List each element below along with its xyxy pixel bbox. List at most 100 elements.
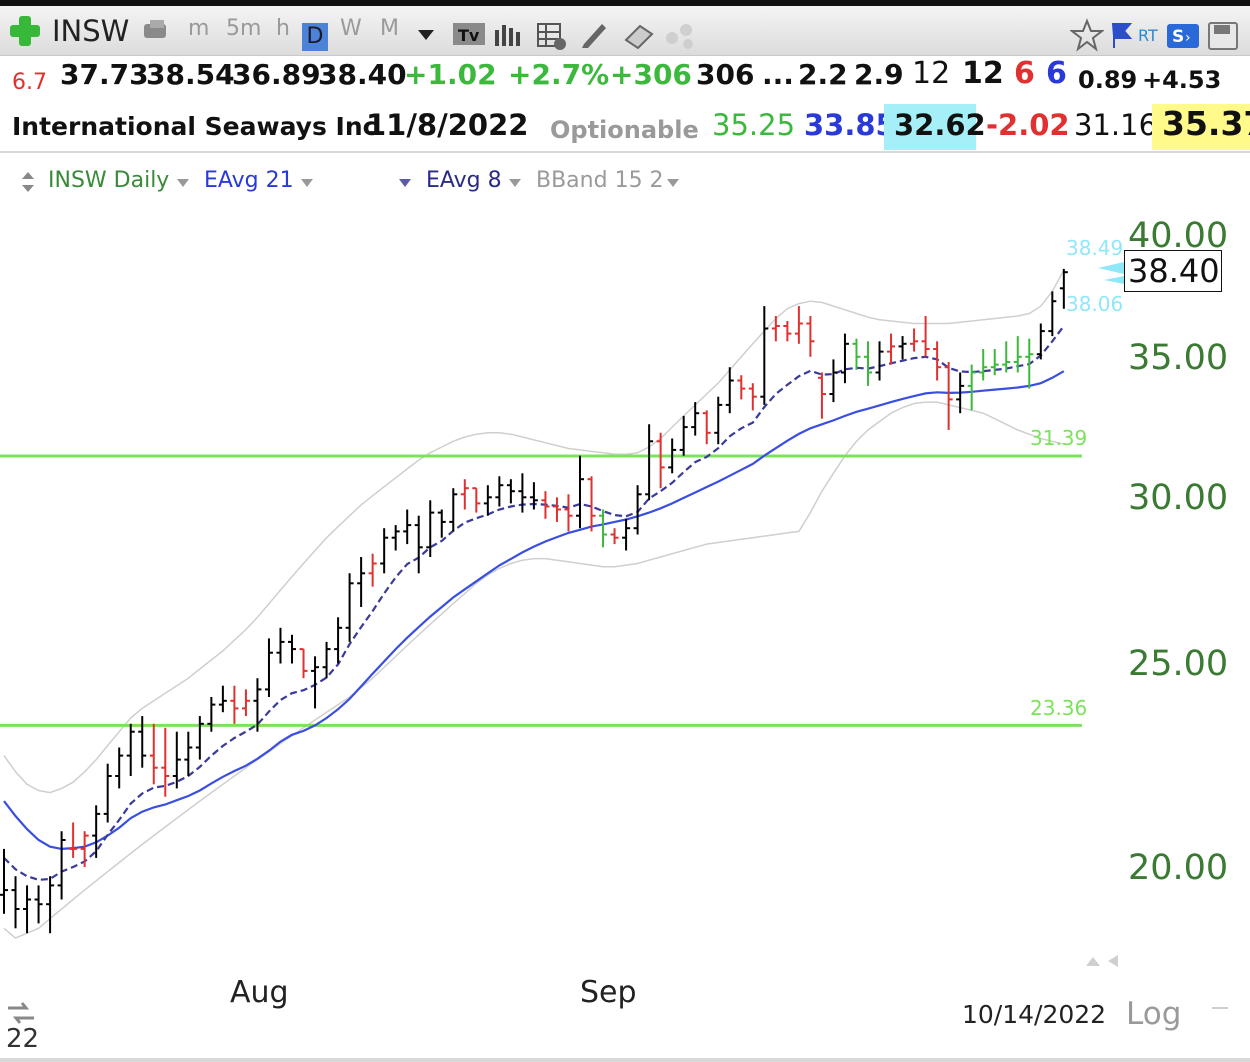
price-bar xyxy=(679,415,688,456)
quote-field-4: 12 xyxy=(962,56,1004,91)
legend-ema21[interactable]: EAvg 21 xyxy=(204,168,294,193)
timeframe-5m[interactable]: 5m xyxy=(226,16,262,41)
price-bar xyxy=(610,528,619,545)
timeframe-d[interactable]: D xyxy=(302,23,328,51)
price-bar xyxy=(460,479,469,510)
price-bar xyxy=(552,497,561,522)
link-icon[interactable] xyxy=(142,18,172,44)
price-bar xyxy=(967,364,976,411)
info-value-4: -2.02 xyxy=(986,108,1070,142)
price-bar xyxy=(57,831,66,900)
add-symbol-icon[interactable] xyxy=(8,14,42,48)
scan-icon[interactable]: S › xyxy=(1166,22,1200,50)
legend-main-dropdown-icon[interactable] xyxy=(176,178,190,188)
scroll-arrows-icon[interactable] xyxy=(1084,952,1124,972)
chevron-down-icon[interactable] xyxy=(416,28,436,42)
price-bar xyxy=(253,678,262,732)
price-bar xyxy=(311,656,320,709)
y-tick-35: 35.00 xyxy=(1128,338,1229,378)
price-bar xyxy=(322,641,331,679)
price-bar xyxy=(34,885,43,924)
timeframe-w[interactable]: W xyxy=(340,16,362,41)
change-pct-value: +2.7% xyxy=(508,58,610,91)
bottom-border xyxy=(0,1058,1250,1062)
price-bar xyxy=(207,697,216,732)
price-bar xyxy=(1036,323,1045,360)
change-value: +1.02 xyxy=(404,58,497,91)
price-bar xyxy=(829,359,838,403)
grid-settings-icon[interactable] xyxy=(536,20,568,50)
last-price-label: 38.40 xyxy=(1128,252,1220,290)
legend-bband[interactable]: BBand 15 2 xyxy=(536,168,664,193)
price-bar xyxy=(241,689,250,717)
text-tool-icon[interactable]: Tv xyxy=(452,20,486,48)
price-bar xyxy=(1048,291,1057,337)
price-bar xyxy=(702,410,711,445)
optionable-label: Optionable xyxy=(550,116,699,144)
volume-change-value: +306 xyxy=(610,58,692,91)
timeframe-h[interactable]: h xyxy=(276,16,290,41)
price-bar xyxy=(264,638,273,697)
price-bar xyxy=(645,424,654,501)
price-bar xyxy=(783,321,792,342)
price-bar xyxy=(725,367,734,414)
volume-value: 306 xyxy=(696,58,755,91)
price-bar xyxy=(656,432,665,489)
sync-icon[interactable] xyxy=(4,998,38,1028)
price-bar xyxy=(195,716,204,760)
flag-icon[interactable] xyxy=(1108,20,1134,50)
highlight-cyan xyxy=(884,104,976,150)
price-bar xyxy=(92,805,101,858)
price-bar xyxy=(138,716,147,768)
eraser-icon[interactable] xyxy=(622,20,656,50)
legend-ema8-dropdown-icon[interactable] xyxy=(508,178,522,188)
price-bar xyxy=(149,723,158,785)
price-bar xyxy=(1013,336,1022,373)
save-icon[interactable] xyxy=(1206,20,1240,52)
legend-main-series[interactable]: INSW Daily xyxy=(48,168,170,193)
price-bar xyxy=(357,557,366,607)
legend-ema8-pre-dropdown-icon[interactable] xyxy=(398,178,412,188)
info-value-1: 35.25 xyxy=(712,108,796,142)
price-bar xyxy=(437,509,446,538)
info-value-6: 35.37 xyxy=(1162,104,1250,143)
price-bar xyxy=(529,482,538,510)
svg-text:›: › xyxy=(1185,30,1191,46)
quote-date: 11/8/2022 xyxy=(366,108,529,142)
legend-ema8[interactable]: EAvg 8 xyxy=(426,168,502,193)
company-name: International Seaways Inc xyxy=(12,112,378,141)
timeframe-m[interactable]: m xyxy=(188,16,210,41)
updown-icon[interactable] xyxy=(18,170,38,194)
year-label: 22 xyxy=(6,1024,40,1054)
symbol-input[interactable]: INSW xyxy=(52,14,130,48)
pencil-icon[interactable] xyxy=(578,18,610,50)
price-bar xyxy=(599,509,608,548)
price-bar xyxy=(518,473,527,513)
price-bar xyxy=(944,362,953,430)
price-bar xyxy=(990,349,999,376)
price-bar xyxy=(483,485,492,516)
realtime-label[interactable]: RT xyxy=(1138,26,1158,45)
price-bar xyxy=(506,479,515,504)
menu-icon[interactable] xyxy=(1210,1004,1230,1016)
log-scale-toggle[interactable]: Log xyxy=(1126,996,1182,1032)
star-icon[interactable] xyxy=(1070,18,1104,52)
price-bar xyxy=(126,723,135,776)
price-bar xyxy=(184,731,193,776)
dots-icon[interactable] xyxy=(664,20,704,50)
price-bar xyxy=(172,731,181,789)
timeframe-month[interactable]: M xyxy=(380,16,399,41)
price-bar xyxy=(910,328,919,352)
price-bar xyxy=(864,341,872,386)
legend-bband-dropdown-icon[interactable] xyxy=(666,178,680,188)
price-bar xyxy=(576,455,584,529)
price-bar xyxy=(345,573,354,642)
price-bar xyxy=(956,372,965,414)
price-bar xyxy=(218,685,227,713)
bband-upper-line xyxy=(3,269,1065,794)
price-bar xyxy=(817,372,826,419)
price-bar xyxy=(115,747,124,789)
bar-chart-icon[interactable] xyxy=(492,22,522,48)
legend-ema21-dropdown-icon[interactable] xyxy=(300,178,314,188)
